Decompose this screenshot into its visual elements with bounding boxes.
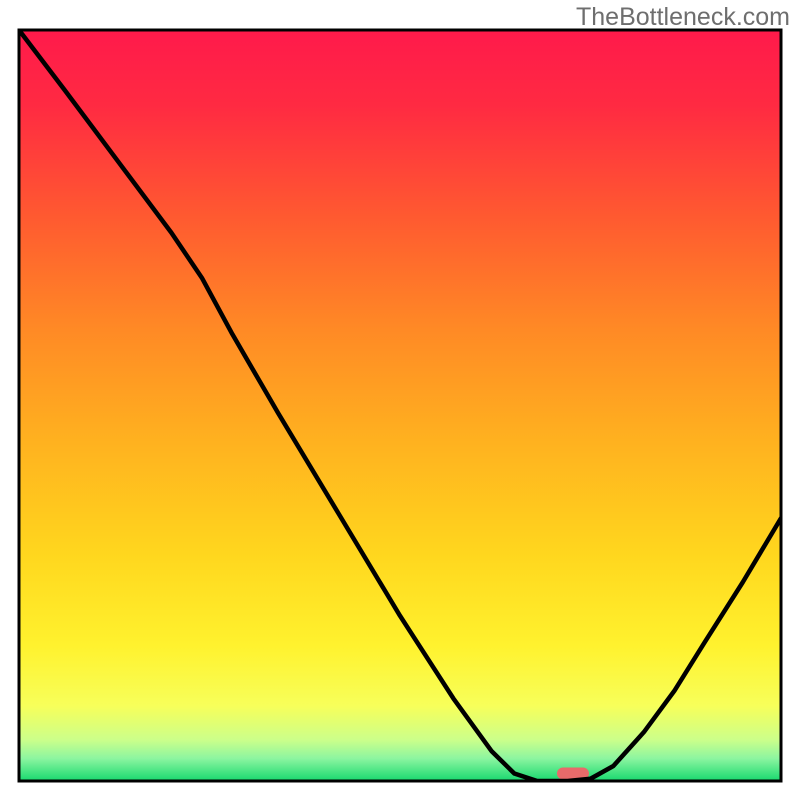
- watermark-text: TheBottleneck.com: [576, 3, 790, 32]
- plot-gradient-background: [19, 30, 781, 781]
- chart-stage: TheBottleneck.com: [0, 0, 800, 800]
- bottleneck-chart: [0, 0, 800, 800]
